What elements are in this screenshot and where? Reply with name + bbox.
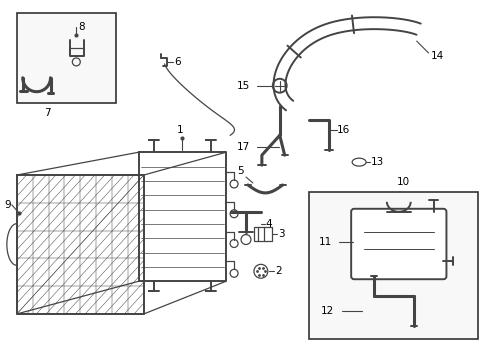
Text: 8: 8 [78, 22, 85, 32]
Text: 11: 11 [319, 237, 332, 247]
Text: 4: 4 [266, 219, 272, 229]
Text: 16: 16 [337, 125, 350, 135]
Text: 10: 10 [397, 177, 410, 187]
Text: 17: 17 [237, 142, 250, 152]
Text: 12: 12 [321, 306, 334, 316]
Text: 14: 14 [431, 51, 444, 61]
Text: 3: 3 [278, 229, 284, 239]
Text: 9: 9 [4, 200, 10, 210]
FancyBboxPatch shape [351, 209, 446, 279]
Text: 5: 5 [237, 166, 244, 176]
Bar [17, 13, 116, 103]
Text: 2: 2 [275, 266, 281, 276]
Text: 1: 1 [177, 125, 184, 135]
Text: 7: 7 [45, 108, 51, 117]
Text: 13: 13 [371, 157, 384, 167]
Text: 15: 15 [237, 81, 250, 91]
Bar [254, 227, 272, 240]
Bar [310, 192, 478, 339]
Text: 6: 6 [174, 57, 181, 67]
